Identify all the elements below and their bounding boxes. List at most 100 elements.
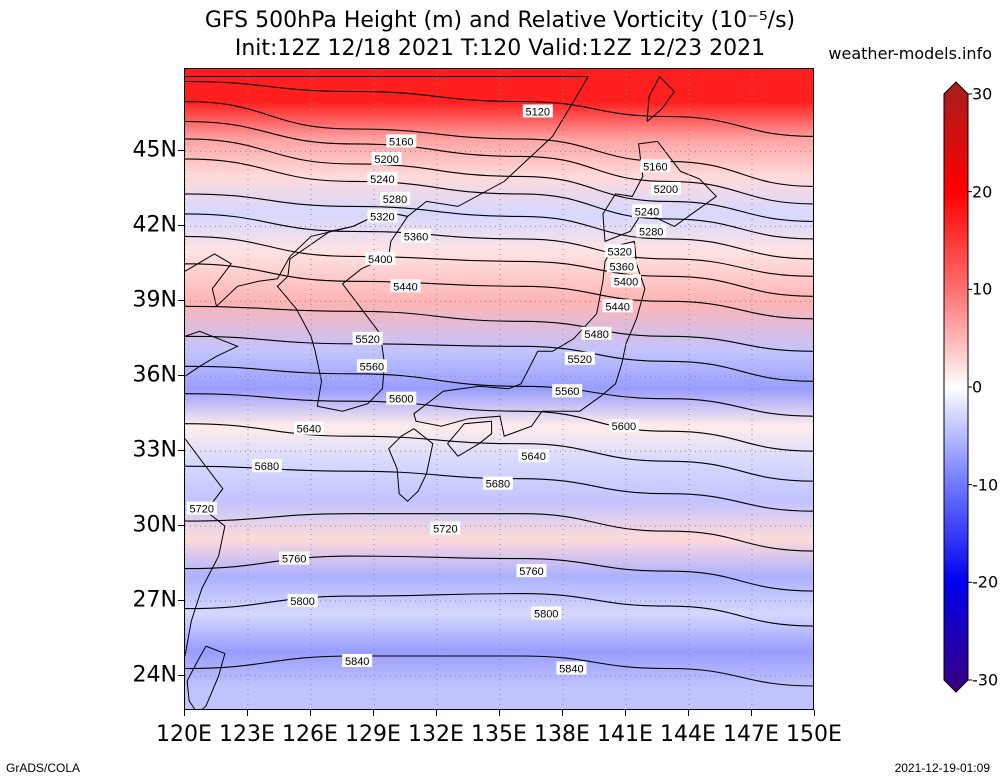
- contour-label-text: 5720: [190, 504, 214, 516]
- contour-label: 5280: [636, 224, 667, 238]
- lat-label: 39N: [132, 287, 177, 313]
- colorbar-label: -20: [972, 572, 999, 592]
- contour-label-text: 5600: [612, 421, 636, 433]
- contour-5720: [185, 513, 813, 552]
- lon-tick: [184, 710, 185, 716]
- colorbar: [943, 81, 972, 693]
- contour-label: 5320: [367, 209, 398, 223]
- contour-label-text: 5400: [614, 276, 638, 288]
- contour-5320: [185, 193, 813, 260]
- contour-label: 5600: [608, 419, 639, 433]
- contour-label-text: 5520: [355, 334, 379, 346]
- lon-label: 135E: [471, 722, 527, 747]
- lat-label: 33N: [132, 437, 177, 463]
- height-contours: [185, 80, 813, 687]
- contour-label-text: 5360: [610, 261, 634, 273]
- lon-tick: [436, 710, 437, 716]
- contour-label-text: 5240: [635, 206, 659, 218]
- contour-label-text: 5840: [559, 664, 583, 676]
- coast-japan_kyushu: [388, 428, 434, 502]
- contour-label-text: 5600: [389, 394, 413, 406]
- contour-label: 5240: [632, 204, 662, 218]
- lat-tick: [178, 525, 184, 527]
- lat-label: 45N: [132, 137, 177, 163]
- contour-label: 5520: [564, 351, 595, 366]
- contour-label: 5360: [606, 259, 637, 273]
- lon-label: 141E: [597, 722, 653, 747]
- contour-label: 5360: [401, 229, 431, 243]
- chart-subtitle: Init:12Z 12/18 2021 T:120 Valid:12Z 12/2…: [234, 36, 766, 61]
- lon-label: 129E: [345, 722, 401, 747]
- lon-label: 138E: [534, 722, 590, 747]
- contour-label-text: 5160: [389, 136, 413, 148]
- contour-label: 5600: [386, 391, 417, 406]
- lon-label: 120E: [156, 722, 212, 747]
- contour-label-text: 5200: [374, 154, 398, 166]
- contour-label: 5680: [251, 459, 282, 473]
- contour-label: 5720: [430, 521, 461, 536]
- contour-label: 5440: [602, 299, 633, 313]
- contour-label: 5400: [365, 251, 396, 266]
- contour-5240: [185, 138, 813, 222]
- lat-label: 36N: [132, 362, 177, 388]
- contour-label: 5200: [371, 151, 402, 166]
- lat-tick: [178, 675, 184, 677]
- contour-labels: 5120 5160 5200 5240 5280 5320 5360 5400 5440 5520…: [186, 104, 681, 676]
- lat-label: 42N: [132, 212, 177, 238]
- contour-label-text: 5720: [433, 524, 457, 536]
- colorbar-label: 10: [972, 279, 993, 299]
- contour-label-text: 5320: [607, 246, 631, 258]
- contour-label: 5480: [581, 326, 612, 341]
- lat-label: 30N: [132, 512, 177, 538]
- coast-sakhalin: [646, 75, 675, 122]
- contour-label: 5560: [552, 384, 583, 398]
- contour-label: 5800: [287, 594, 318, 608]
- contour-label-text: 5240: [370, 174, 394, 186]
- contour-label-text: 5280: [383, 194, 407, 206]
- footer-software: GrADS/COLA: [6, 761, 81, 775]
- contour-5400: [185, 235, 813, 297]
- contour-label-text: 5440: [605, 301, 629, 313]
- lon-tick: [310, 710, 311, 716]
- map-panel: 5120 5160 5200 5240 5280 5320 5360 5400 5440 5520…: [184, 68, 814, 710]
- contour-5360: [185, 213, 813, 277]
- contour-label: 5120: [522, 104, 553, 118]
- lon-tick: [751, 710, 752, 716]
- contour-5640: [185, 423, 813, 482]
- contour-5680: [185, 465, 813, 512]
- colorbar-label: 0: [972, 377, 983, 397]
- contour-label: 5800: [531, 606, 562, 621]
- lon-tick: [688, 710, 689, 716]
- lat-tick: [178, 300, 184, 302]
- contour-5200: [185, 120, 813, 205]
- site-name: weather-models.info: [828, 44, 992, 63]
- contour-5280: [185, 158, 813, 240]
- contour-label-text: 5400: [368, 254, 392, 266]
- contour-label-text: 5640: [521, 451, 545, 463]
- contour-label: 5680: [482, 476, 513, 491]
- footer-timestamp: 2021-12-19-01:09: [894, 761, 990, 775]
- contour-label-text: 5560: [360, 361, 384, 373]
- lat-label: 24N: [132, 662, 177, 688]
- lon-tick: [814, 710, 815, 716]
- contour-label: 5160: [640, 159, 671, 173]
- lon-label: 144E: [660, 722, 716, 747]
- lon-label: 126E: [282, 722, 338, 747]
- contour-label-text: 5800: [534, 609, 558, 621]
- contour-label: 5240: [367, 171, 398, 186]
- lon-tick: [562, 710, 563, 716]
- contour-label-text: 5680: [255, 461, 279, 473]
- contour-label-text: 5640: [297, 424, 321, 436]
- colorbar-label: -30: [972, 670, 999, 690]
- colorbar-label: 20: [972, 182, 993, 202]
- contour-label-text: 5760: [519, 566, 543, 578]
- coast-east_china_coast: [185, 438, 226, 657]
- coast-japan_honshu: [413, 240, 646, 437]
- lat-tick: [178, 150, 184, 152]
- contour-label-text: 5120: [526, 106, 550, 118]
- contour-label: 5760: [279, 551, 310, 566]
- lon-label: 150E: [786, 722, 842, 747]
- contour-label-text: 5760: [282, 554, 306, 566]
- lon-tick: [247, 710, 248, 716]
- contour-5120: [185, 80, 813, 137]
